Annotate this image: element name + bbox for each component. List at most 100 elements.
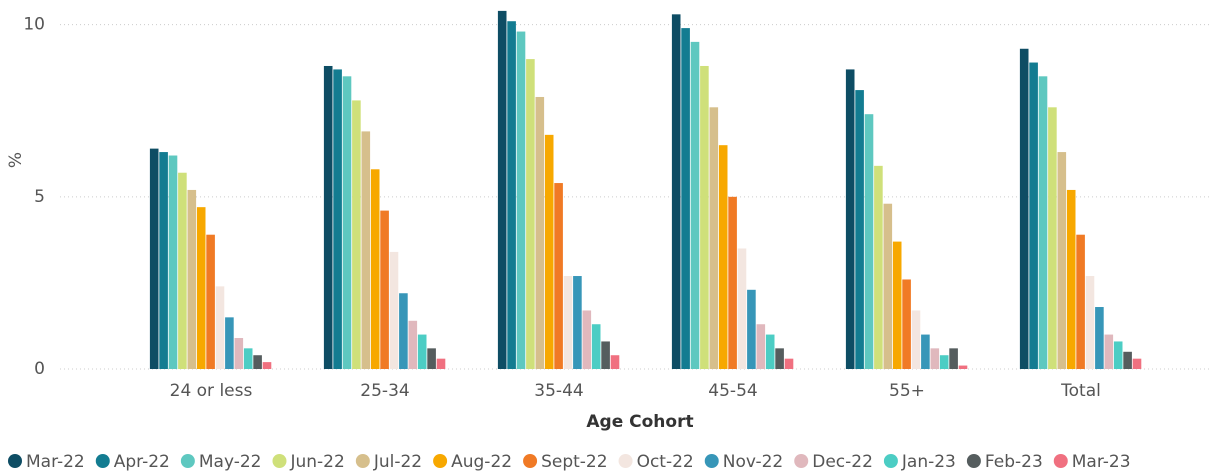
bar [1019, 48, 1029, 369]
bar [342, 76, 352, 370]
bar [516, 31, 526, 369]
bar [610, 355, 620, 369]
y-tick-label: 10 [23, 15, 45, 35]
legend-marker [704, 454, 719, 468]
bar [253, 355, 262, 369]
bar [380, 210, 389, 369]
x-tick-label: 25-34 [360, 381, 409, 401]
bar [902, 279, 911, 369]
bar [196, 207, 206, 369]
bar [554, 183, 563, 369]
legend-label: Apr-22 [114, 452, 170, 472]
bar [1132, 358, 1142, 369]
bar [399, 293, 408, 369]
bar [206, 234, 215, 369]
bar [243, 348, 253, 369]
bar [756, 324, 766, 369]
bar [1048, 107, 1057, 370]
bar [747, 289, 756, 369]
y-tick-label: 0 [34, 359, 45, 379]
x-axis-label: Age Cohort [586, 412, 693, 432]
legend-label: Mar-23 [1072, 452, 1131, 472]
legend-label: Jan-23 [901, 452, 956, 472]
bar [911, 310, 921, 369]
legend-label: Aug-22 [451, 452, 512, 472]
bar [591, 324, 601, 369]
legend-marker [1053, 454, 1068, 468]
bar [765, 334, 775, 369]
bar [1095, 307, 1104, 369]
bar [930, 348, 940, 369]
bar [507, 21, 516, 370]
bar [361, 131, 371, 369]
legend-label: May-22 [199, 452, 262, 472]
bar [215, 286, 225, 369]
legend-label: Oct-22 [637, 452, 694, 472]
bar [1066, 189, 1076, 369]
legend-label: Jun-22 [289, 452, 344, 472]
legend-label: Feb-23 [985, 452, 1043, 472]
bar [323, 65, 333, 369]
x-tick-label: 24 or less [170, 381, 253, 401]
bar [949, 348, 958, 369]
bar [883, 203, 893, 369]
legend-label: Jul-22 [373, 452, 422, 472]
bar [958, 365, 968, 369]
bar [1057, 152, 1067, 369]
y-axis-label: % [6, 152, 26, 168]
legend-marker [95, 454, 110, 468]
bar [333, 69, 342, 369]
bar [855, 90, 864, 370]
legend-label: Nov-22 [723, 452, 784, 472]
bar [601, 341, 610, 369]
bar [389, 251, 399, 369]
y-tick-label: 5 [34, 187, 45, 207]
bar [417, 334, 427, 369]
bar [159, 152, 168, 369]
bar [544, 134, 554, 369]
legend-marker [8, 454, 22, 468]
bar [427, 348, 436, 369]
x-tick-label: 55+ [889, 381, 925, 401]
bar [582, 310, 592, 369]
bar [690, 41, 700, 370]
bar [573, 276, 582, 369]
bar [1104, 334, 1114, 369]
bar [784, 358, 794, 369]
bar [845, 69, 855, 369]
bar [939, 355, 949, 369]
bar [436, 358, 446, 369]
bar [408, 320, 418, 369]
bar [234, 338, 244, 369]
legend-label: Sept-22 [541, 452, 607, 472]
legend-marker [355, 454, 370, 468]
bar [728, 196, 737, 369]
bar [187, 189, 197, 369]
bar [370, 169, 380, 369]
legend-marker [272, 454, 287, 468]
bar [526, 59, 535, 370]
bar [718, 145, 728, 369]
x-tick-label: 45-54 [708, 381, 757, 401]
bar [535, 96, 545, 370]
bar [671, 14, 681, 369]
legend-label: Dec-22 [812, 452, 873, 472]
legend-marker [794, 454, 809, 468]
bar [168, 155, 178, 369]
legend-marker [618, 454, 633, 468]
bar [892, 241, 902, 369]
legend-marker [883, 454, 898, 468]
bar [1113, 341, 1123, 369]
x-tick-label: 35-44 [534, 381, 583, 401]
x-tick-label: Total [1060, 381, 1101, 401]
bar [497, 10, 507, 370]
bar [1123, 351, 1132, 369]
legend-marker [433, 454, 448, 468]
legend-marker [966, 454, 981, 468]
legend-label: Mar-22 [26, 452, 85, 472]
legend-marker [523, 454, 538, 468]
bar [1038, 76, 1048, 370]
legend-marker [180, 454, 195, 468]
bar [874, 165, 883, 369]
